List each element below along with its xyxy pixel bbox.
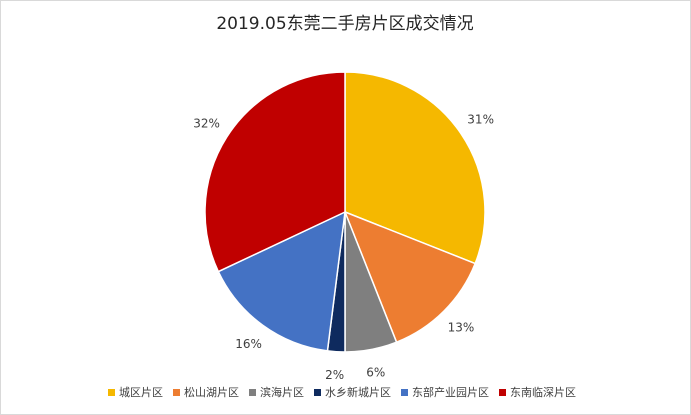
legend-label: 滨海片区 xyxy=(260,385,304,399)
data-label: 13% xyxy=(448,320,475,334)
legend-swatch xyxy=(108,389,115,396)
legend-swatch xyxy=(499,389,506,396)
legend-label: 东南临深片区 xyxy=(510,385,576,399)
data-label: 31% xyxy=(467,112,494,126)
data-label: 2% xyxy=(325,368,344,382)
pie-slice xyxy=(204,71,346,273)
legend-label: 松山湖片区 xyxy=(184,385,239,399)
pie-slice xyxy=(344,71,486,265)
legend-swatch xyxy=(314,389,321,396)
legend-swatch xyxy=(173,389,180,396)
legend-label: 东部产业园片区 xyxy=(412,385,489,399)
legend-label: 水乡新城片区 xyxy=(325,385,391,399)
pie-slice xyxy=(343,210,477,344)
legend-label: 城区片区 xyxy=(119,386,163,399)
chart-title: 2019.05东莞二手房片区成交情况 xyxy=(216,14,473,34)
pie-slice xyxy=(217,210,346,352)
legend-swatch xyxy=(249,389,256,396)
data-label: 16% xyxy=(235,337,262,351)
legend-swatch xyxy=(401,389,408,396)
data-label: 32% xyxy=(193,117,220,131)
data-label: 6% xyxy=(366,366,385,380)
